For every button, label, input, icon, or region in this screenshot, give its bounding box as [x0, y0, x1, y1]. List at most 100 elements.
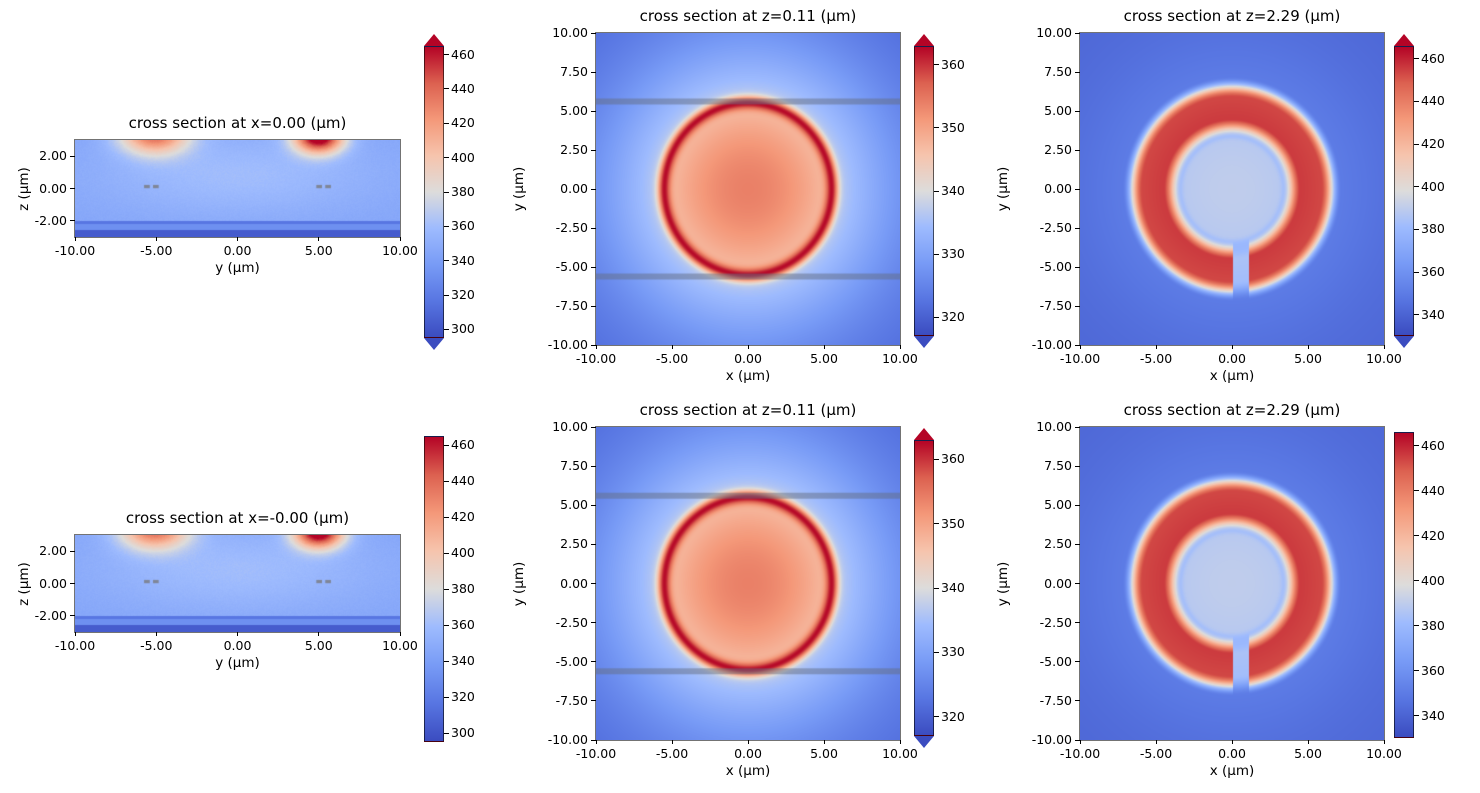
y-tick-mark: [591, 622, 596, 624]
colorbar-gradient: [424, 46, 444, 338]
y-tick-mark: [1075, 344, 1080, 346]
colorbar-tick-label: 330: [941, 246, 965, 262]
x-tick-label: -5.00: [655, 351, 689, 366]
y-tick-label: 0.00: [1044, 181, 1072, 196]
colorbar-tick-label: 340: [1421, 306, 1445, 322]
y-tick-label: 2.00: [39, 148, 67, 164]
y-tick-mark: [70, 615, 75, 617]
x-tick-mark: [1155, 345, 1157, 349]
colorbar-tick-label: 330: [941, 644, 965, 660]
y-tick-label: 5.00: [1044, 103, 1072, 118]
y-tick-mark: [591, 344, 596, 346]
colorbar-tick-label: 340: [1421, 707, 1445, 723]
colorbar-tick-mark: [444, 225, 449, 227]
y-tick-label: 2.00: [39, 543, 67, 559]
x-tick-label: 0.00: [223, 243, 252, 258]
y-tick-mark: [1075, 266, 1080, 268]
colorbar-gradient: [1394, 432, 1414, 738]
colorbar-tick-mark: [1414, 100, 1419, 102]
colorbar-tick-label: 440: [451, 80, 475, 96]
colorbar-tick-mark: [1414, 490, 1419, 491]
y-tick-label: -2.00: [34, 212, 67, 228]
y-tick-mark: [1075, 583, 1080, 584]
plot-title: cross section at x=-0.00 (μm): [125, 509, 350, 527]
colorbar-tick-label: 460: [451, 46, 475, 62]
y-tick-label: -7.50: [555, 298, 588, 313]
x-tick-mark: [318, 237, 320, 241]
y-tick-mark: [1075, 305, 1080, 307]
colorbar-tick-mark: [934, 458, 939, 460]
y-axis-label: z (μm): [16, 166, 32, 211]
y-tick-mark: [70, 155, 75, 157]
colorbar-tick-label: 300: [451, 321, 475, 337]
x-tick-mark: [237, 237, 238, 241]
y-tick-label: 0.00: [560, 181, 588, 196]
heatmap-image: [1080, 33, 1384, 345]
colorbar-tick-mark: [934, 127, 939, 129]
x-axis-label: x (μm): [1209, 368, 1255, 384]
x-tick-mark: [671, 740, 673, 744]
colorbar-tick-mark: [1414, 314, 1419, 316]
y-tick-label: -2.50: [555, 220, 588, 235]
x-tick-label: -5.00: [655, 746, 689, 761]
y-tick-mark: [591, 71, 596, 73]
colorbar-tick-label: 460: [451, 437, 475, 452]
y-tick-label: 7.50: [560, 458, 588, 474]
colorbar-tick-mark: [444, 552, 449, 554]
y-tick-label: 10.00: [1036, 25, 1072, 40]
y-tick-mark: [591, 227, 596, 229]
y-tick-label: 10.00: [552, 25, 588, 40]
x-tick-label: 0.00: [1218, 351, 1246, 366]
plot-title: cross section at z=0.11 (μm): [639, 401, 857, 419]
x-tick-mark: [595, 740, 597, 744]
colorbar-tick-mark: [444, 696, 449, 698]
y-tick-label: -10.00: [547, 337, 588, 352]
colorbar-tick-label: 360: [1421, 662, 1445, 678]
colorbar-tick-mark: [444, 88, 449, 90]
colorbar-tick-mark: [934, 716, 939, 718]
colorbar-extend-min-arrow: [914, 336, 934, 348]
x-tick-label: 10.00: [1366, 351, 1402, 366]
x-tick-mark: [823, 740, 825, 744]
y-tick-label: -2.50: [1039, 220, 1072, 235]
y-tick-label: 2.50: [1044, 142, 1072, 157]
colorbar-tick-mark: [1414, 58, 1419, 60]
colorbar-tick-mark: [934, 523, 939, 525]
x-tick-label: 5.00: [304, 638, 333, 653]
x-tick-label: 5.00: [1294, 351, 1322, 366]
colorbar-gradient: [914, 440, 934, 736]
y-tick-mark: [1075, 426, 1080, 428]
x-tick-label: -10.00: [54, 638, 96, 653]
y-tick-mark: [591, 700, 596, 702]
x-tick-mark: [747, 345, 749, 349]
x-tick-mark: [1383, 345, 1385, 349]
y-tick-label: 5.00: [560, 103, 588, 118]
y-tick-mark: [1075, 543, 1080, 545]
colorbar-tick-mark: [934, 190, 939, 192]
colorbar-tick-label: 420: [451, 509, 475, 524]
heatmap-image: [75, 535, 400, 632]
y-tick-label: -5.00: [555, 259, 588, 274]
colorbar-gradient: [1394, 46, 1414, 336]
heatmap-image: [596, 427, 900, 740]
y-tick-label: 0.00: [1044, 575, 1072, 591]
colorbar-tick-label: 380: [451, 184, 475, 199]
x-tick-label: 10.00: [382, 243, 418, 258]
colorbar-extend-min-arrow: [914, 736, 934, 748]
x-tick-mark: [747, 740, 749, 744]
heatmap-image: [596, 33, 900, 345]
x-tick-label: -10.00: [575, 746, 617, 761]
y-axis-label: y (μm): [511, 166, 527, 212]
x-tick-label: 0.00: [734, 351, 762, 366]
colorbar-extend-max-arrow: [914, 34, 934, 46]
x-axis-label: x (μm): [725, 763, 771, 779]
y-tick-label: 2.50: [560, 142, 588, 157]
colorbar-tick-label: 300: [451, 725, 475, 740]
y-tick-mark: [591, 583, 596, 584]
y-tick-mark: [1075, 110, 1080, 112]
y-tick-label: 5.00: [1044, 497, 1072, 513]
